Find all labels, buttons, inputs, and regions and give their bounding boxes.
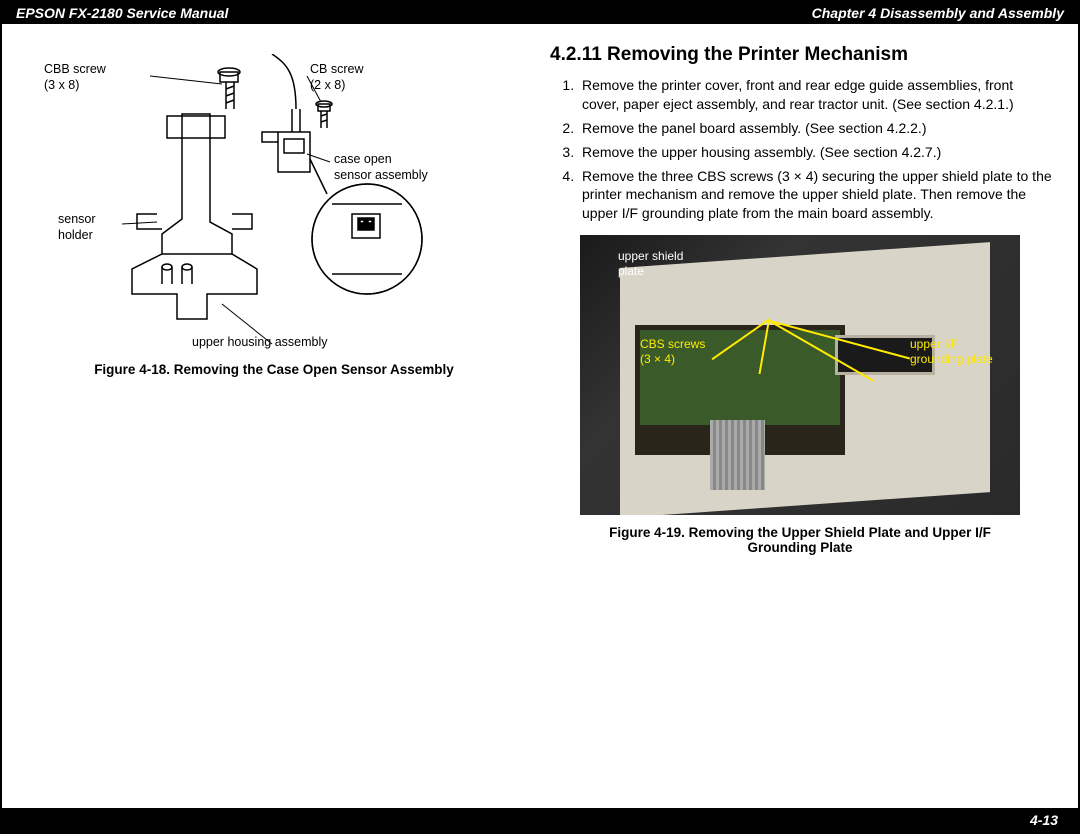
figure-19-photo: upper shield plate CBS screws (3 × 4) up… <box>580 235 1020 515</box>
diagram-case-open-sensor: CBB screw (3 x 8) CB screw (2 x 8) case … <box>62 54 482 354</box>
procedure-steps: Remove the printer cover, front and rear… <box>578 76 1054 223</box>
photo-label-cbs-screws: CBS screws (3 × 4) <box>640 337 705 366</box>
step-4: Remove the three CBS screws (3 × 4) secu… <box>578 167 1054 224</box>
content-area: CBB screw (3 x 8) CB screw (2 x 8) case … <box>2 24 1078 808</box>
left-column: CBB screw (3 x 8) CB screw (2 x 8) case … <box>2 24 540 808</box>
photo-label-upper-if: upper I/F grounding plate <box>910 337 993 366</box>
label-case-open: case open sensor assembly <box>334 152 428 183</box>
label-cb-screw: CB screw (2 x 8) <box>310 62 363 93</box>
step-2: Remove the panel board assembly. (See se… <box>578 119 1054 138</box>
step-1: Remove the printer cover, front and rear… <box>578 76 1054 114</box>
manual-page: EPSON FX-2180 Service Manual Chapter 4 D… <box>0 0 1080 834</box>
page-footer: 4-13 <box>2 808 1078 832</box>
page-header: EPSON FX-2180 Service Manual Chapter 4 D… <box>2 2 1078 24</box>
photo-label-upper-shield: upper shield plate <box>618 249 683 278</box>
label-sensor-holder: sensor holder <box>58 212 96 243</box>
right-column: 4.2.11 Removing the Printer Mechanism Re… <box>540 24 1078 808</box>
figure-18-caption: Figure 4-18. Removing the Case Open Sens… <box>32 362 516 377</box>
step-3: Remove the upper housing assembly. (See … <box>578 143 1054 162</box>
line-drawing <box>62 54 482 354</box>
header-left: EPSON FX-2180 Service Manual <box>16 5 228 21</box>
label-cbb-screw: CBB screw (3 x 8) <box>44 62 106 93</box>
page-number: 4-13 <box>1030 812 1058 828</box>
header-right: Chapter 4 Disassembly and Assembly <box>812 5 1064 21</box>
section-title: 4.2.11 Removing the Printer Mechanism <box>550 44 1054 66</box>
figure-19-caption: Figure 4-19. Removing the Upper Shield P… <box>580 525 1020 555</box>
label-upper-housing: upper housing assembly <box>192 335 328 351</box>
